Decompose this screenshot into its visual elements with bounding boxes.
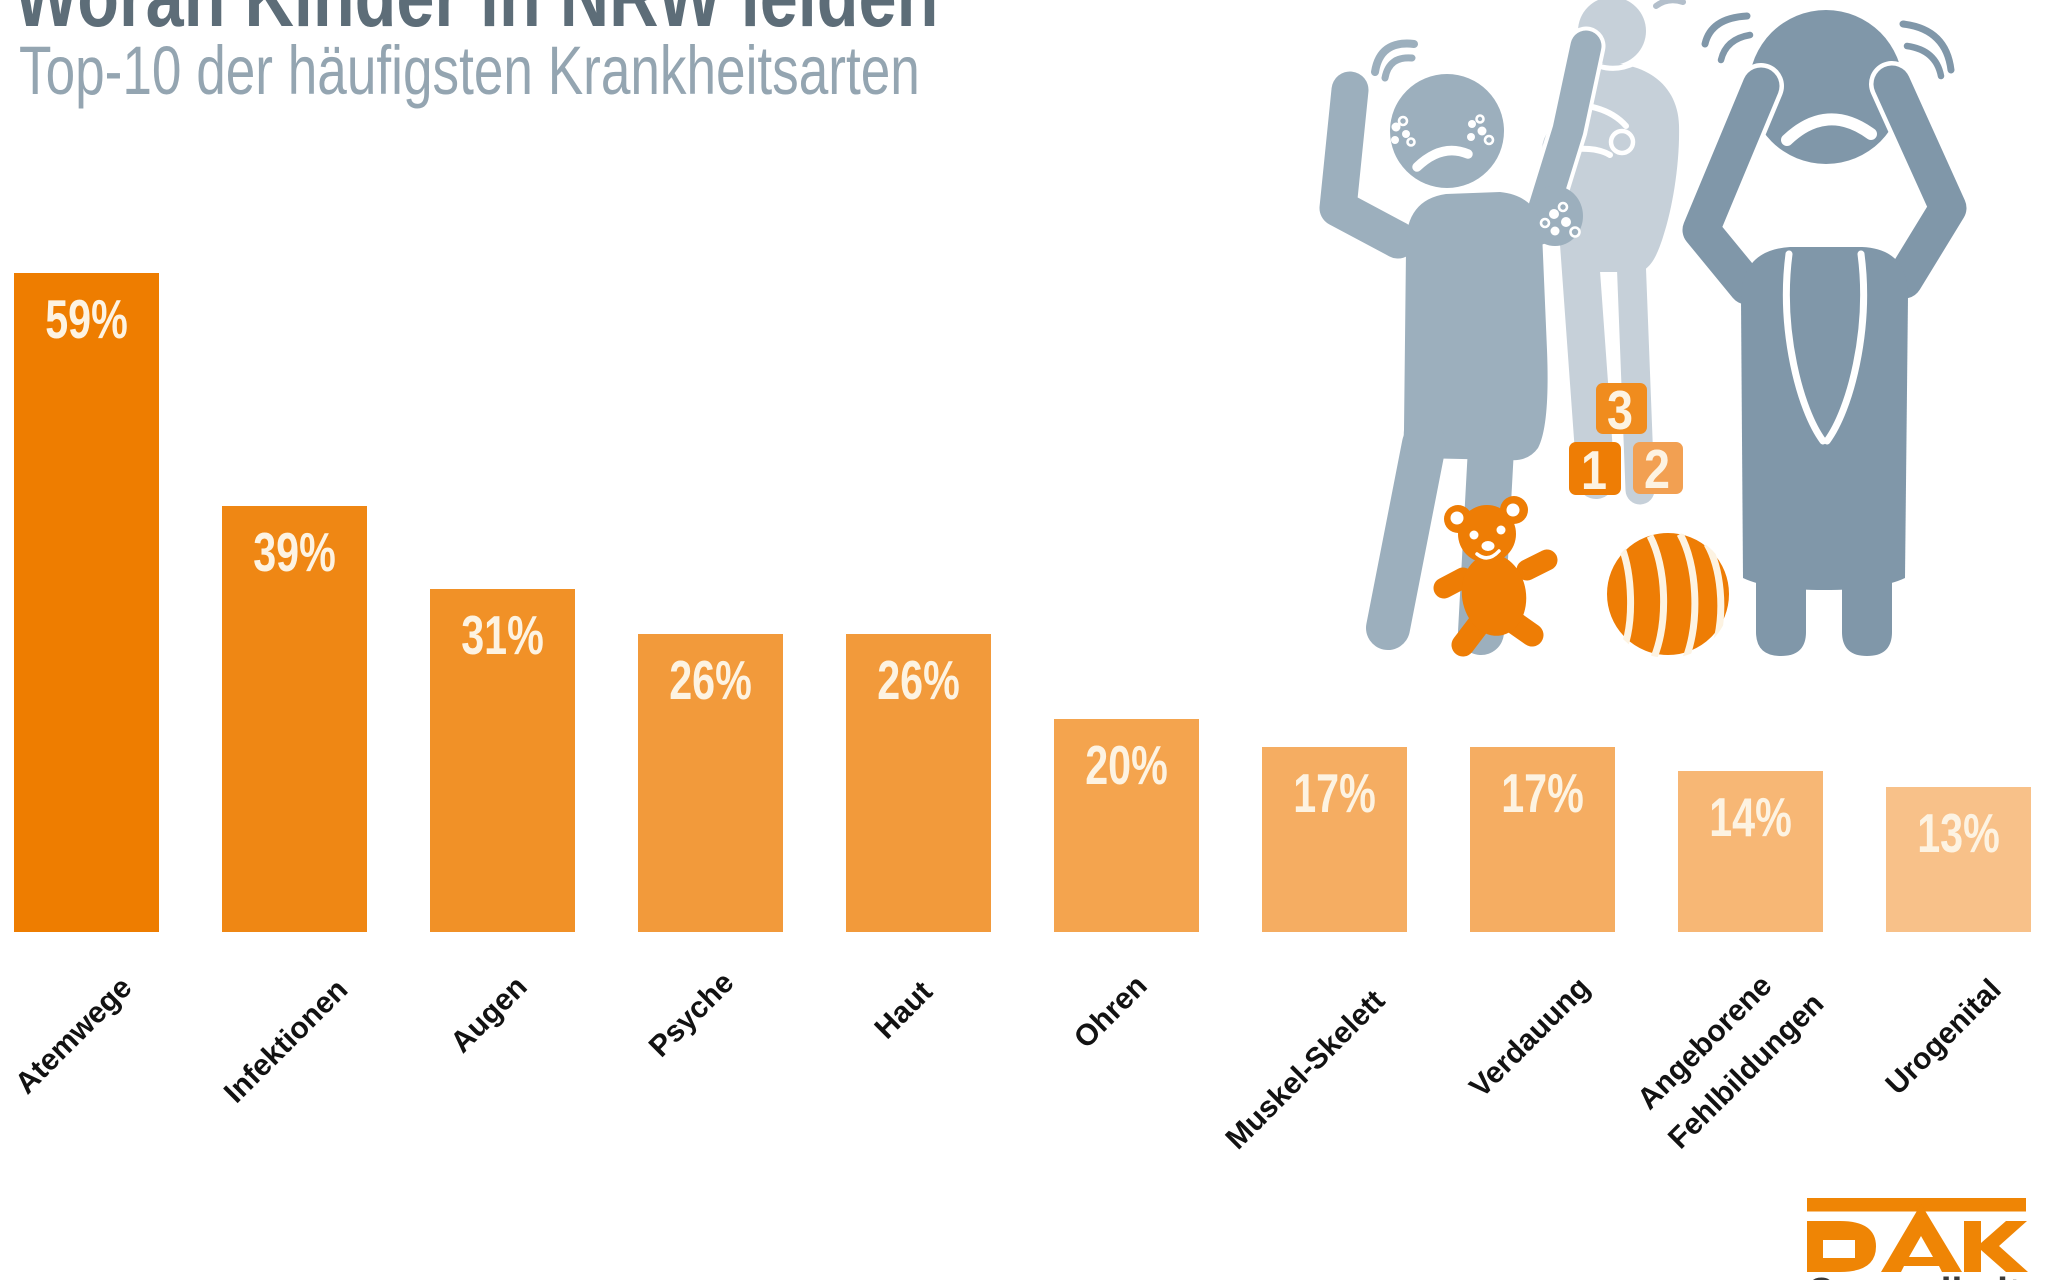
svg-text:Gesundheit: Gesundheit (1806, 1269, 2021, 1280)
svg-text:1: 1 (1581, 439, 1607, 500)
svg-text:2: 2 (1644, 438, 1670, 499)
svg-text:3: 3 (1607, 379, 1633, 440)
